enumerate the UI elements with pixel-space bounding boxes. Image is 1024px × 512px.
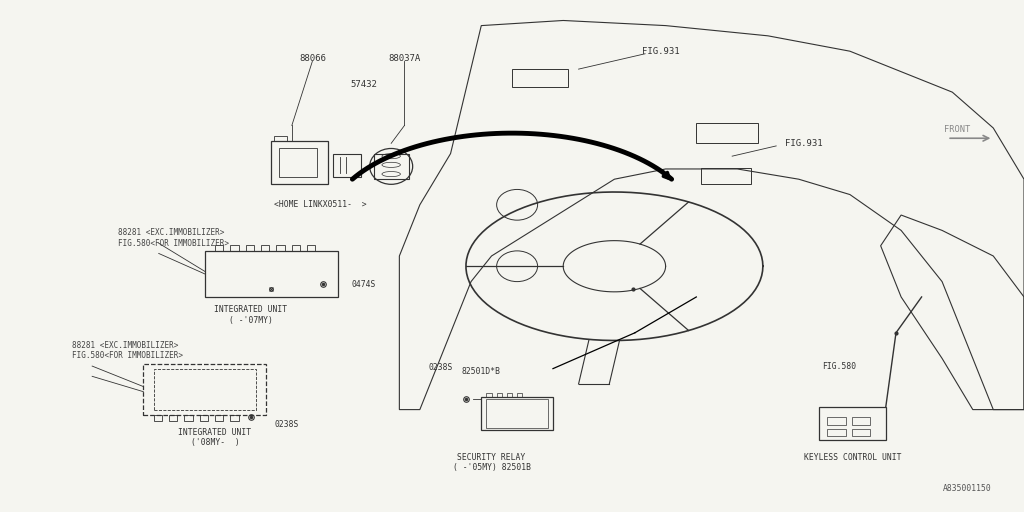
Text: FIG.931: FIG.931 (642, 47, 679, 56)
Text: FIG.580<FOR IMMOBILIZER>: FIG.580<FOR IMMOBILIZER> (118, 239, 228, 248)
Text: <HOME LINKX0511-  >: <HOME LINKX0511- > (274, 200, 367, 209)
Text: 88281 <EXC.IMMOBILIZER>: 88281 <EXC.IMMOBILIZER> (72, 341, 178, 350)
Text: FIG.580<FOR IMMOBILIZER>: FIG.580<FOR IMMOBILIZER> (72, 351, 182, 360)
Text: 0238S: 0238S (274, 420, 299, 430)
Text: 82501D*B: 82501D*B (462, 367, 501, 376)
Text: FRONT: FRONT (944, 124, 971, 134)
Text: ('08MY-  ): ('08MY- ) (190, 438, 240, 447)
Text: FIG.931: FIG.931 (785, 139, 822, 148)
Text: 57432: 57432 (350, 80, 377, 89)
Text: 0238S: 0238S (428, 363, 453, 372)
Text: A835001150: A835001150 (943, 484, 992, 494)
Text: FIG.580: FIG.580 (822, 361, 857, 371)
Text: KEYLESS CONTROL UNIT: KEYLESS CONTROL UNIT (804, 453, 902, 462)
Text: 0474S: 0474S (351, 280, 376, 289)
Text: SECURITY RELAY: SECURITY RELAY (458, 453, 525, 462)
Text: 88281 <EXC.IMMOBILIZER>: 88281 <EXC.IMMOBILIZER> (118, 228, 224, 238)
Text: ( -'05MY) 82501B: ( -'05MY) 82501B (453, 463, 530, 472)
Text: ( -'07MY): ( -'07MY) (229, 315, 272, 325)
Text: 88037A: 88037A (388, 54, 421, 63)
Text: 88066: 88066 (299, 54, 326, 63)
Text: INTEGRATED UNIT: INTEGRATED UNIT (178, 428, 252, 437)
Text: INTEGRATED UNIT: INTEGRATED UNIT (214, 305, 288, 314)
